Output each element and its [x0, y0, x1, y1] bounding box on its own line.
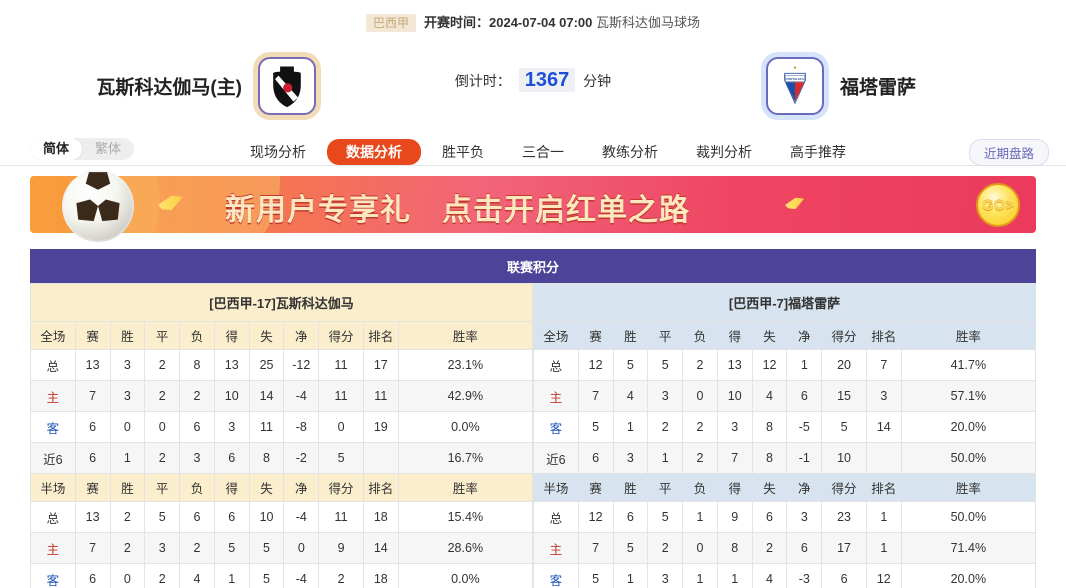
svg-text:FORTALEZA: FORTALEZA — [786, 77, 805, 81]
